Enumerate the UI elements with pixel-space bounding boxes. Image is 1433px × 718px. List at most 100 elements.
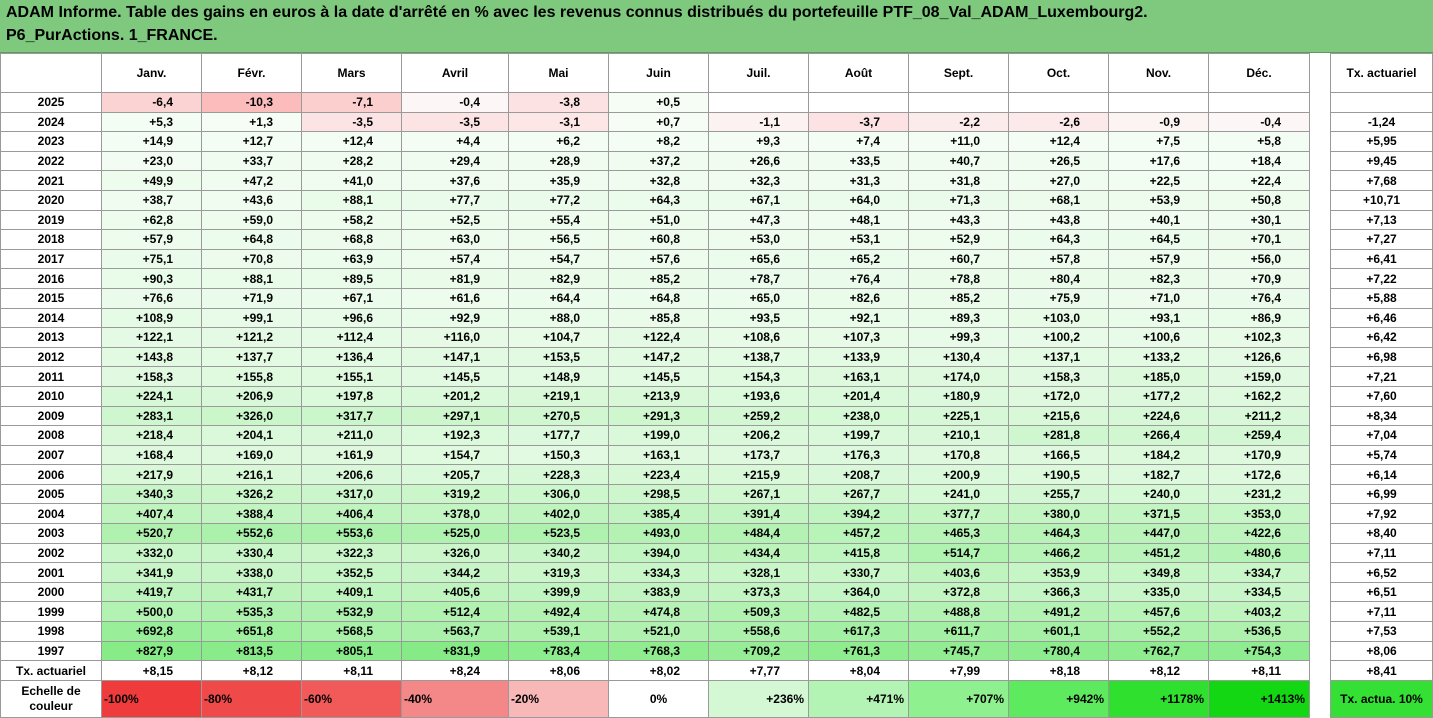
- year-actuarial-rate: +10,71: [1330, 189, 1433, 211]
- gain-cell: +41,0: [301, 170, 402, 191]
- gain-cell: +138,7: [708, 346, 809, 368]
- gain-cell: +364,0: [808, 581, 909, 603]
- gain-cell: +86,9: [1208, 307, 1310, 329]
- gain-cell: +761,3: [808, 640, 909, 662]
- gain-cell: +70,8: [201, 248, 302, 270]
- gain-cell: +28,9: [508, 150, 609, 172]
- gain-cell: +43,3: [908, 209, 1009, 231]
- gain-cell: +78,7: [708, 268, 809, 289]
- gain-cell: +512,4: [401, 601, 509, 623]
- month-header: Août: [808, 53, 909, 93]
- gain-cell: +267,1: [708, 483, 809, 505]
- gain-cell: +136,4: [301, 346, 402, 368]
- gain-cell: +38,7: [101, 189, 202, 211]
- year-row: 2012 +143,8 +137,7 +136,4 +147,1 +153,5 +147,2…: [0, 346, 1310, 368]
- color-scale-swatch: -80%: [201, 679, 302, 718]
- color-scale-swatch: +471%: [808, 679, 909, 718]
- gain-cell: +161,9: [301, 444, 402, 466]
- year-cell: 2011: [0, 366, 102, 387]
- gain-cell: +64,3: [1008, 229, 1109, 250]
- gain-cell: +509,3: [708, 601, 809, 623]
- year-row: 2021 +49,9 +47,2 +41,0 +37,6 +35,9 +32,8 +32,3 +…: [0, 170, 1310, 191]
- gain-cell: +55,4: [508, 209, 609, 231]
- gain-cell: +180,9: [908, 385, 1009, 407]
- gain-cell: +143,8: [101, 346, 202, 368]
- month-header: Sept.: [908, 53, 1009, 93]
- gain-cell: +57,8: [1008, 248, 1109, 270]
- gain-cell: +492,4: [508, 601, 609, 623]
- gain-cell: +35,9: [508, 170, 609, 191]
- gain-cell: +373,3: [708, 581, 809, 603]
- year-row: 2016 +90,3 +88,1 +89,5 +81,9 +82,9 +85,2 +78,7 +…: [0, 268, 1310, 289]
- gain-cell: +5,3: [101, 111, 202, 133]
- gain-cell: +297,1: [401, 405, 509, 427]
- gain-cell: +18,4: [1208, 150, 1310, 172]
- gain-cell: +32,8: [608, 170, 709, 191]
- month-header: Juin: [608, 53, 709, 93]
- gain-cell: +552,2: [1108, 621, 1209, 642]
- gain-cell: +371,5: [1108, 503, 1209, 525]
- gain-cell: +53,0: [708, 229, 809, 250]
- gain-cell: +319,3: [508, 562, 609, 583]
- gain-cell: [808, 92, 909, 113]
- year-actuarial-rate: +7,04: [1330, 425, 1433, 446]
- gain-cell: +805,1: [301, 640, 402, 662]
- gain-cell: +75,9: [1008, 287, 1109, 309]
- gain-cell: +122,1: [101, 327, 202, 348]
- gain-cell: +148,9: [508, 366, 609, 387]
- gain-cell: +100,6: [1108, 327, 1209, 348]
- gain-cell: -3,5: [301, 111, 402, 133]
- gain-cell: -6,4: [101, 92, 202, 113]
- gain-cell: +514,7: [908, 542, 1009, 564]
- gain-cell: +53,1: [808, 229, 909, 250]
- monthly-actuarial-rate: +8,11: [1208, 660, 1310, 681]
- gain-cell: +493,0: [608, 523, 709, 544]
- gain-cell: +210,1: [908, 425, 1009, 446]
- gain-cell: +709,2: [708, 640, 809, 662]
- gain-cell: +754,3: [1208, 640, 1310, 662]
- gain-cell: +33,7: [201, 150, 302, 172]
- gain-cell: +133,9: [808, 346, 909, 368]
- year-row: 2005 +340,3 +326,2 +317,0 +319,2 +306,0 +298,5…: [0, 483, 1310, 505]
- gain-cell: -0,9: [1108, 111, 1209, 133]
- gain-cell: +422,6: [1208, 523, 1310, 544]
- gain-cell: +692,8: [101, 621, 202, 642]
- gain-cell: [908, 92, 1009, 113]
- gain-cell: +231,2: [1208, 483, 1310, 505]
- total-actuarial-rate: +8,41: [1330, 660, 1433, 681]
- gain-cell: +338,0: [201, 562, 302, 583]
- gain-cell: +64,8: [608, 287, 709, 309]
- year-actuarial-rate: +7,68: [1330, 170, 1433, 191]
- month-header: Févr.: [201, 53, 302, 93]
- gain-cell: +532,9: [301, 601, 402, 623]
- report-title-bar: ADAM Informe. Table des gains en euros à…: [0, 0, 1433, 53]
- gain-cell: +40,7: [908, 150, 1009, 172]
- header-corner: [0, 53, 102, 93]
- gain-cell: +192,3: [401, 425, 509, 446]
- gain-cell: +0,7: [608, 111, 709, 133]
- gain-cell: +67,1: [301, 287, 402, 309]
- gain-cell: +71,3: [908, 189, 1009, 211]
- year-cell: 2006: [0, 464, 102, 485]
- report-title-line-2: P6_PurActions. 1_FRANCE.: [6, 27, 218, 44]
- monthly-actuarial-rate: +7,99: [908, 660, 1009, 681]
- gain-cell: +451,2: [1108, 542, 1209, 564]
- gain-cell: +224,6: [1108, 405, 1209, 427]
- gain-cell: +12,7: [201, 131, 302, 152]
- gain-cell: +133,2: [1108, 346, 1209, 368]
- gain-cell: +206,9: [201, 385, 302, 407]
- gain-cell: +208,7: [808, 464, 909, 485]
- gain-cell: [1108, 92, 1209, 113]
- year-cell: 2015: [0, 287, 102, 309]
- gain-cell: +201,4: [808, 385, 909, 407]
- year-actuarial-rate: +7,11: [1330, 542, 1433, 564]
- gain-cell: +9,3: [708, 131, 809, 152]
- gain-cell: +130,4: [908, 346, 1009, 368]
- gain-cell: +553,6: [301, 523, 402, 544]
- gain-cell: +93,1: [1108, 307, 1209, 329]
- gains-table: Janv. Févr. Mars Avril Mai Juin Juil. Août Sept.…: [0, 53, 1310, 718]
- year-row: 2019 +62,8 +59,0 +58,2 +52,5 +55,4 +51,0 +47,3 +…: [0, 209, 1310, 231]
- gain-cell: +298,5: [608, 483, 709, 505]
- year-actuarial-rate: -1,24: [1330, 111, 1433, 133]
- gain-cell: +291,3: [608, 405, 709, 427]
